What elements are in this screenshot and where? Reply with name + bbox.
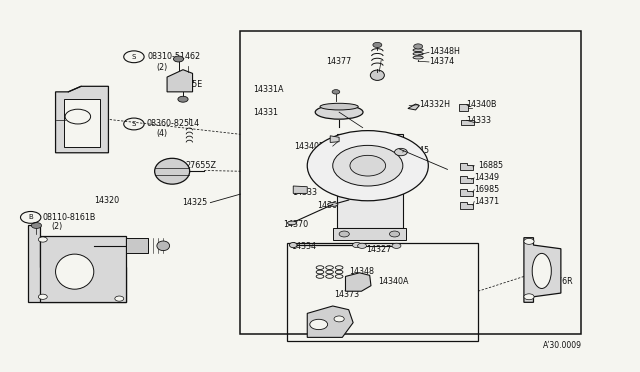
- Text: 14373: 14373: [334, 291, 359, 299]
- Circle shape: [115, 296, 124, 301]
- Polygon shape: [460, 176, 473, 183]
- Ellipse shape: [328, 203, 338, 206]
- Circle shape: [38, 237, 47, 242]
- Bar: [241, 31, 581, 334]
- Polygon shape: [40, 236, 125, 302]
- Text: 14340A: 14340A: [379, 278, 409, 286]
- Text: Aʹ30.0009: Aʹ30.0009: [543, 341, 582, 350]
- Circle shape: [394, 148, 407, 156]
- Ellipse shape: [157, 241, 170, 251]
- Text: 14374: 14374: [429, 57, 455, 66]
- Polygon shape: [167, 70, 193, 92]
- Text: 14340B: 14340B: [294, 142, 325, 151]
- Text: 14377: 14377: [326, 57, 351, 66]
- Text: 14348H: 14348H: [429, 47, 460, 56]
- Text: 14332: 14332: [75, 132, 100, 141]
- Circle shape: [307, 131, 428, 201]
- Text: 14369: 14369: [317, 201, 342, 210]
- Text: 14333: 14333: [292, 188, 317, 197]
- Text: 14333: 14333: [467, 116, 492, 125]
- Polygon shape: [64, 99, 100, 147]
- Text: 16376R: 16376R: [541, 278, 572, 286]
- Text: 16985: 16985: [474, 185, 499, 194]
- Circle shape: [38, 294, 47, 299]
- Text: 14371: 14371: [474, 197, 499, 206]
- Text: 14320: 14320: [94, 196, 119, 205]
- Circle shape: [31, 222, 42, 228]
- Ellipse shape: [413, 56, 423, 59]
- Circle shape: [65, 109, 91, 124]
- Polygon shape: [337, 134, 403, 228]
- Polygon shape: [333, 228, 406, 240]
- Circle shape: [173, 56, 184, 62]
- Text: (2): (2): [156, 63, 168, 72]
- Text: 14348: 14348: [349, 267, 374, 276]
- Text: S: S: [132, 54, 136, 60]
- Polygon shape: [460, 202, 473, 209]
- Ellipse shape: [320, 103, 358, 110]
- Text: 08360-82514: 08360-82514: [147, 119, 200, 128]
- Circle shape: [358, 243, 367, 248]
- Polygon shape: [293, 186, 307, 193]
- Text: 14331: 14331: [253, 108, 278, 117]
- Polygon shape: [408, 104, 419, 110]
- Circle shape: [310, 319, 328, 330]
- Text: 14340B: 14340B: [467, 100, 497, 109]
- Ellipse shape: [287, 221, 296, 225]
- Ellipse shape: [413, 49, 423, 52]
- Polygon shape: [524, 238, 561, 302]
- Text: 14334: 14334: [291, 243, 316, 251]
- Text: S: S: [132, 121, 136, 127]
- Circle shape: [390, 231, 399, 237]
- Text: B: B: [28, 214, 33, 220]
- Text: 14332H: 14332H: [419, 100, 450, 109]
- Circle shape: [332, 90, 340, 94]
- Ellipse shape: [413, 52, 423, 55]
- Polygon shape: [330, 136, 339, 142]
- Circle shape: [524, 294, 534, 300]
- Text: 14325E: 14325E: [172, 80, 202, 89]
- Circle shape: [392, 243, 401, 248]
- Text: 14325: 14325: [182, 198, 207, 207]
- Circle shape: [178, 96, 188, 102]
- Polygon shape: [307, 306, 353, 337]
- Circle shape: [353, 243, 362, 248]
- Polygon shape: [346, 273, 371, 291]
- Text: 27655Z: 27655Z: [185, 161, 216, 170]
- Text: 14327: 14327: [366, 245, 391, 254]
- Polygon shape: [125, 238, 148, 253]
- Ellipse shape: [532, 253, 551, 288]
- Text: (4): (4): [156, 129, 167, 138]
- Ellipse shape: [371, 70, 385, 80]
- Circle shape: [339, 231, 349, 237]
- Text: 14331A: 14331A: [253, 85, 284, 94]
- Circle shape: [413, 44, 422, 49]
- Text: 14321: 14321: [59, 278, 84, 287]
- Circle shape: [333, 145, 403, 186]
- Polygon shape: [461, 119, 474, 125]
- Ellipse shape: [289, 243, 297, 248]
- Text: 16885: 16885: [478, 161, 503, 170]
- Text: 08110-8161B: 08110-8161B: [43, 213, 96, 222]
- Text: 14345: 14345: [404, 147, 429, 155]
- Polygon shape: [460, 163, 473, 170]
- Text: (2): (2): [51, 222, 62, 231]
- Bar: [287, 243, 478, 341]
- Ellipse shape: [316, 105, 363, 119]
- Ellipse shape: [56, 254, 94, 289]
- Circle shape: [524, 238, 534, 244]
- Polygon shape: [28, 225, 125, 302]
- Circle shape: [373, 42, 382, 48]
- Ellipse shape: [155, 158, 189, 184]
- Polygon shape: [56, 86, 108, 153]
- Text: 08310-51462: 08310-51462: [148, 52, 201, 61]
- Text: 14370: 14370: [283, 220, 308, 229]
- Circle shape: [334, 316, 344, 322]
- Circle shape: [350, 155, 386, 176]
- Polygon shape: [459, 104, 468, 112]
- Polygon shape: [460, 189, 473, 196]
- Text: 14349: 14349: [474, 173, 499, 182]
